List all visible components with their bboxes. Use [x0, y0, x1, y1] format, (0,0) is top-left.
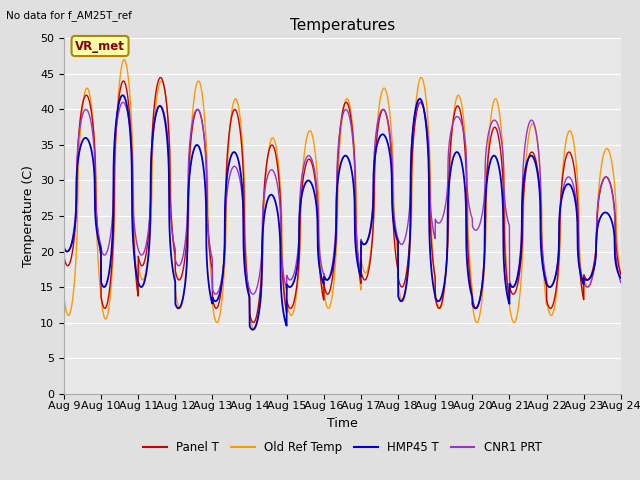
Old Ref Temp — [124, 70, 132, 75]
Line: CNR1 PRT: CNR1 PRT — [64, 102, 621, 294]
HMP45 T — [249, 327, 257, 333]
Panel T — [157, 74, 164, 80]
Text: No data for f_AM25T_ref: No data for f_AM25T_ref — [6, 10, 132, 21]
Line: Panel T: Panel T — [64, 77, 621, 323]
Old Ref Temp — [274, 156, 282, 162]
Line: HMP45 T: HMP45 T — [64, 95, 621, 330]
Old Ref Temp — [157, 78, 164, 84]
Title: Temperatures: Temperatures — [290, 18, 395, 33]
Panel T — [157, 74, 164, 80]
HMP45 T — [124, 107, 132, 113]
Panel T — [60, 254, 68, 260]
Panel T — [124, 92, 131, 98]
Panel T — [606, 180, 614, 186]
Old Ref Temp — [547, 312, 554, 318]
CNR1 PRT — [617, 280, 625, 286]
Old Ref Temp — [606, 152, 614, 157]
CNR1 PRT — [274, 184, 282, 190]
CNR1 PRT — [124, 110, 132, 116]
Legend: Panel T, Old Ref Temp, HMP45 T, CNR1 PRT: Panel T, Old Ref Temp, HMP45 T, CNR1 PRT — [138, 436, 547, 459]
CNR1 PRT — [60, 243, 68, 249]
Old Ref Temp — [298, 178, 306, 183]
HMP45 T — [274, 211, 282, 217]
HMP45 T — [547, 284, 554, 290]
HMP45 T — [60, 246, 68, 252]
HMP45 T — [606, 214, 614, 220]
HMP45 T — [157, 104, 164, 109]
Old Ref Temp — [120, 57, 128, 62]
CNR1 PRT — [119, 99, 127, 105]
Old Ref Temp — [617, 272, 625, 278]
CNR1 PRT — [547, 284, 554, 290]
Panel T — [274, 166, 282, 172]
CNR1 PRT — [298, 173, 306, 179]
CNR1 PRT — [212, 291, 220, 297]
CNR1 PRT — [606, 181, 614, 187]
Panel T — [250, 320, 257, 325]
CNR1 PRT — [157, 103, 164, 109]
Panel T — [298, 186, 306, 192]
Old Ref Temp — [250, 327, 258, 333]
Text: VR_met: VR_met — [75, 39, 125, 52]
HMP45 T — [119, 92, 127, 98]
X-axis label: Time: Time — [327, 417, 358, 430]
Panel T — [617, 271, 625, 277]
Old Ref Temp — [60, 294, 68, 300]
HMP45 T — [298, 191, 306, 197]
Panel T — [547, 305, 554, 311]
Line: Old Ref Temp: Old Ref Temp — [64, 60, 621, 330]
HMP45 T — [617, 275, 625, 281]
Y-axis label: Temperature (C): Temperature (C) — [22, 165, 35, 267]
